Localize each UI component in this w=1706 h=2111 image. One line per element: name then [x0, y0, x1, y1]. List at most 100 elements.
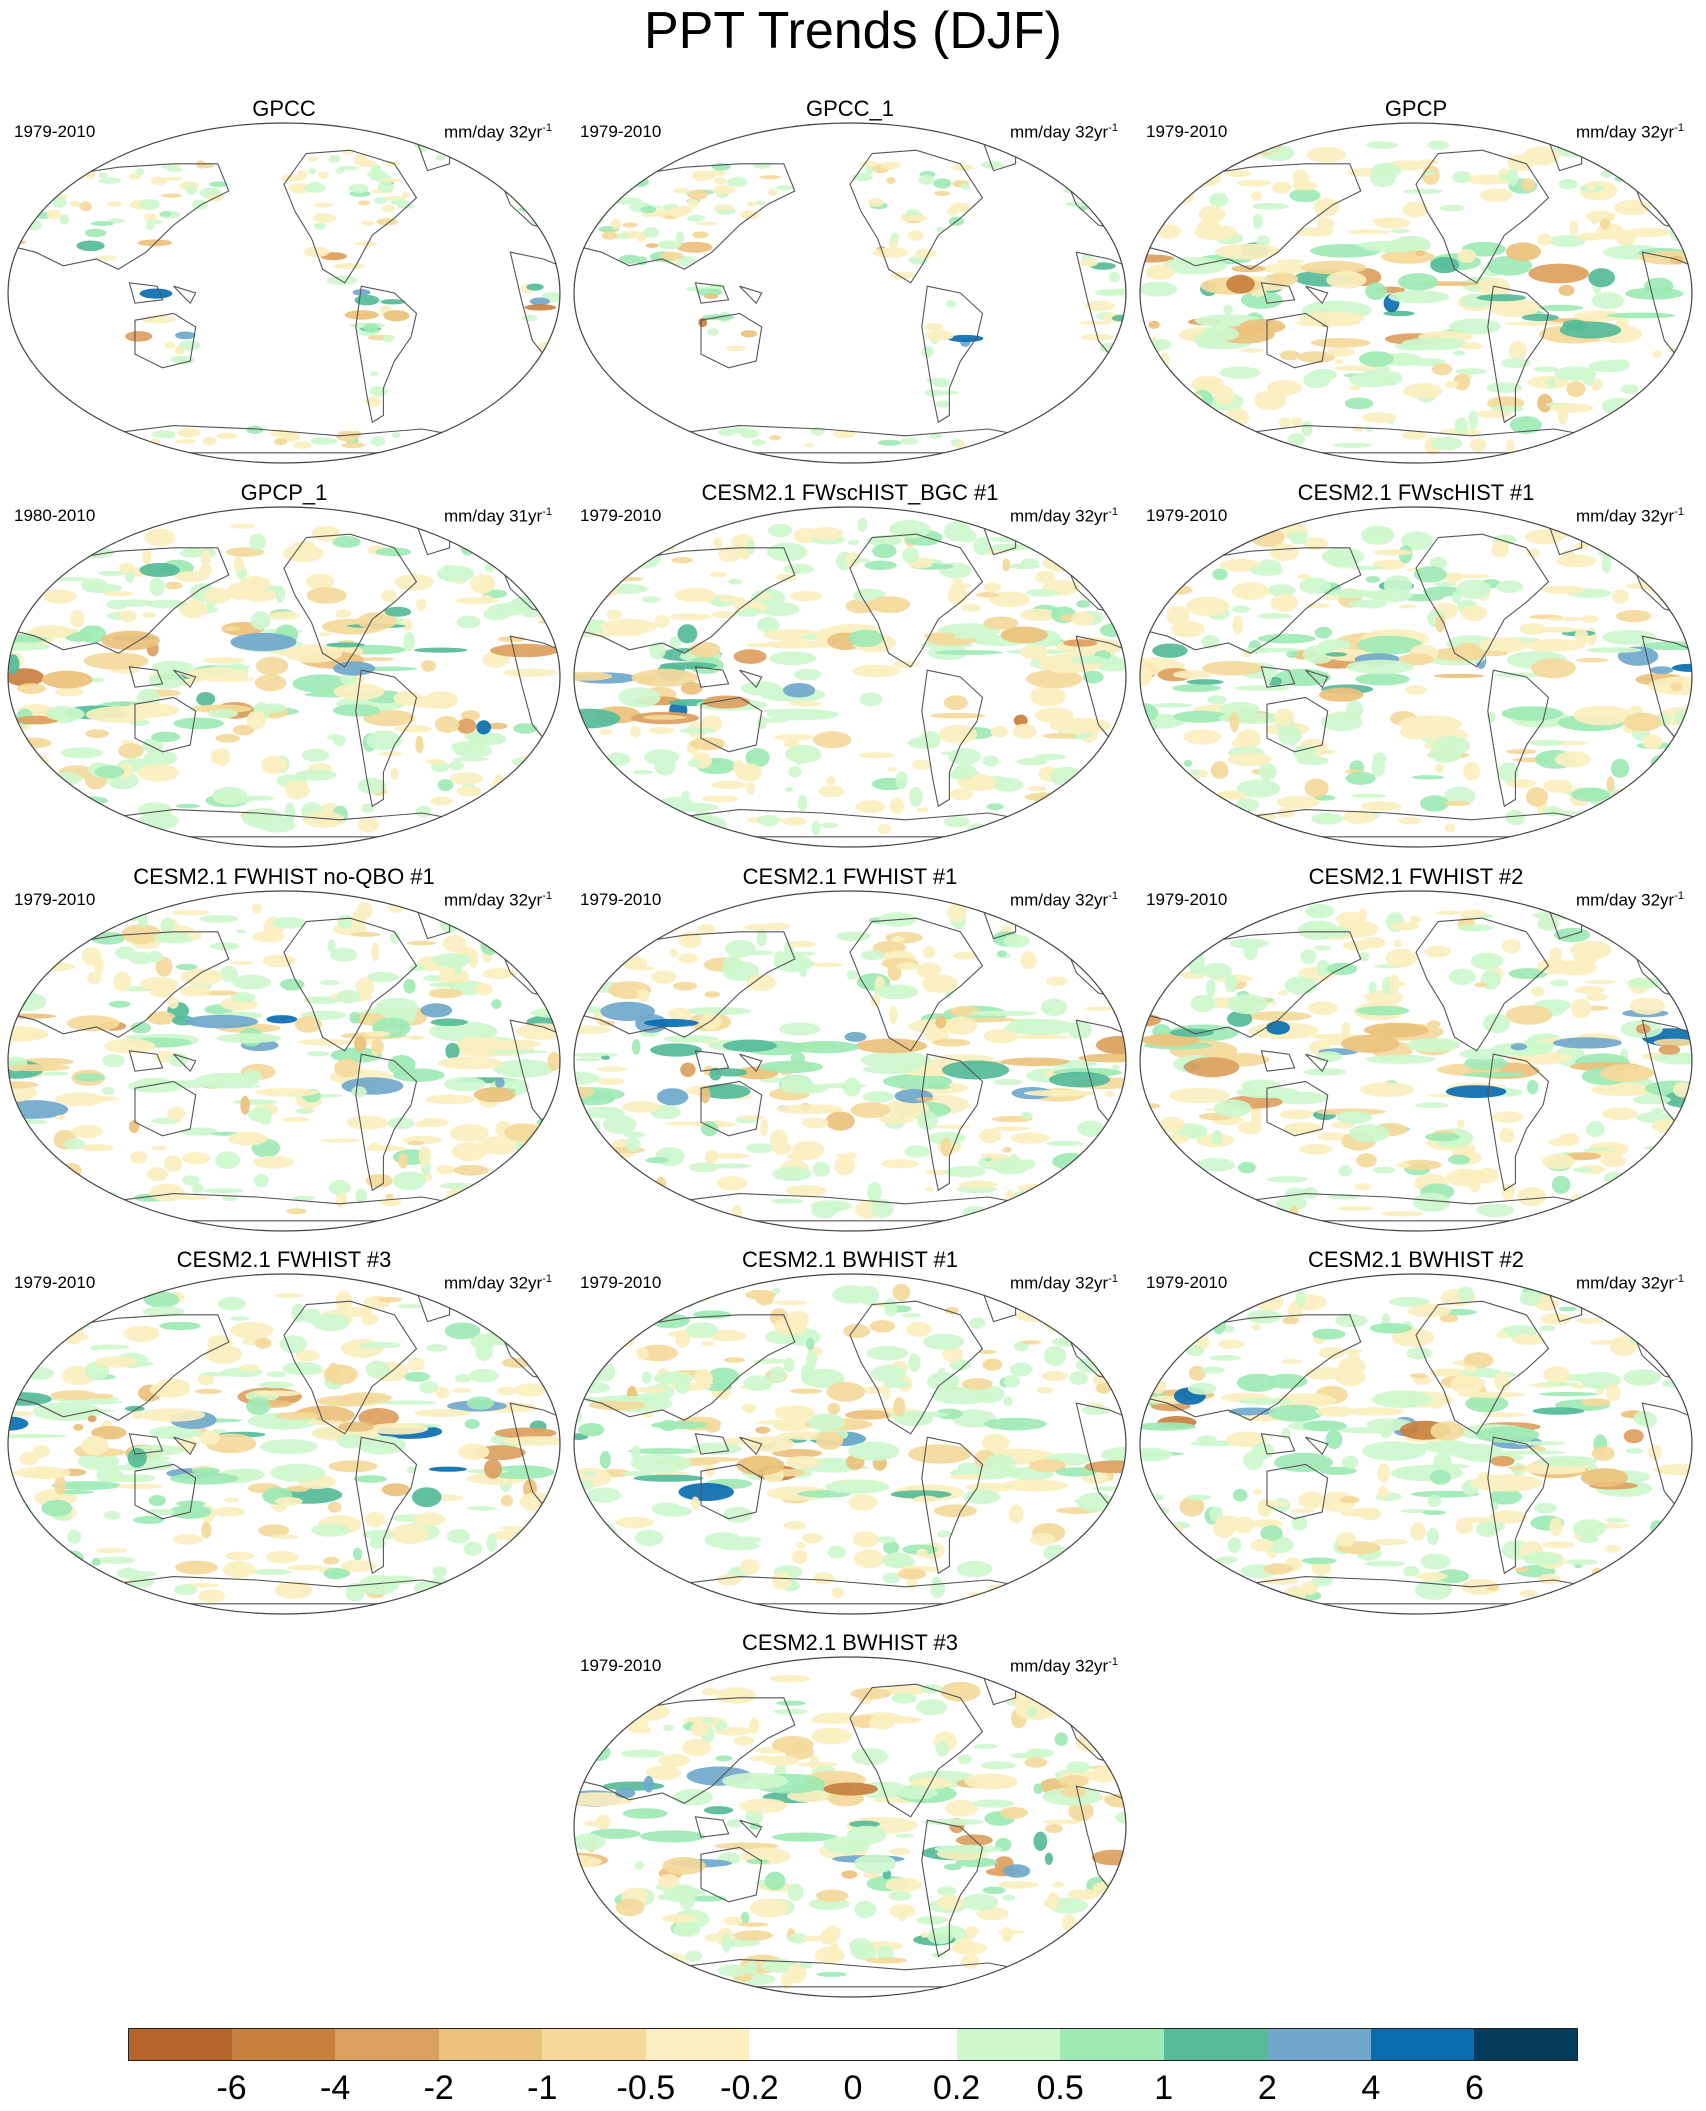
trend-blob: [319, 979, 340, 986]
trend-blob: [1113, 1755, 1126, 1770]
panel-title: CESM2.1 BWHIST #1: [742, 1247, 958, 1272]
trend-blob: [1021, 1956, 1049, 1963]
trend-blob: [357, 159, 377, 168]
trend-blob: [8, 760, 31, 772]
trend-blob: [678, 1483, 734, 1501]
map-border: [7, 1273, 561, 1615]
trend-blob: [849, 1820, 880, 1828]
trend-blob: [889, 797, 905, 815]
trend-blob: [1252, 1323, 1261, 1331]
trend-blob: [1429, 556, 1447, 570]
trend-blob: [1578, 1535, 1599, 1544]
trend-blob: [1620, 384, 1639, 394]
trend-blob: [34, 1581, 57, 1599]
trend-blob: [1357, 635, 1423, 655]
trend-blob: [240, 1095, 250, 1115]
trend-blob: [233, 556, 244, 572]
trend-blob: [1359, 351, 1394, 367]
trend-blob: [574, 1529, 585, 1542]
trend-blob: [222, 1561, 256, 1578]
trend-blob: [172, 1534, 204, 1545]
trend-blob: [453, 744, 493, 758]
trend-blob: [648, 726, 674, 734]
trend-blob: [645, 243, 659, 248]
trend-blob: [713, 177, 727, 185]
trend-blob: [247, 1107, 272, 1122]
trend-blob: [599, 729, 613, 735]
trend-blob: [46, 209, 61, 220]
trend-blob: [287, 184, 304, 190]
trend-blob: [787, 1963, 807, 1984]
trend-blob: [1287, 433, 1306, 446]
trend-blob: [1393, 939, 1403, 948]
trend-blob: [401, 191, 410, 199]
coastline: [1140, 163, 1362, 270]
trend-blob: [1338, 1357, 1366, 1377]
trend-blob: [1637, 421, 1678, 433]
trend-blob: [365, 1031, 391, 1037]
trend-blob: [1413, 566, 1447, 583]
trend-blob: [286, 1208, 307, 1215]
trend-blob: [267, 611, 301, 620]
trend-blob: [1600, 1064, 1654, 1083]
trend-blob: [460, 1584, 501, 1592]
trend-blob: [160, 917, 175, 935]
trend-blob: [326, 275, 358, 285]
trend-blob: [943, 695, 968, 711]
panel-title: CESM2.1 FWHIST #3: [176, 1247, 392, 1272]
trend-blob: [854, 1854, 897, 1874]
trend-blob: [1026, 816, 1064, 835]
trend-blob: [540, 182, 552, 192]
trend-blob: [625, 1137, 641, 1152]
trend-blob: [1427, 1020, 1441, 1029]
trend-blob: [763, 1755, 800, 1766]
trend-blob: [771, 1288, 781, 1295]
trend-blob: [758, 602, 800, 617]
trend-blob: [1675, 213, 1692, 220]
trend-blob: [390, 198, 408, 206]
trend-blob: [1239, 319, 1286, 334]
trend-blob: [1653, 1038, 1692, 1047]
trend-blob: [1266, 1020, 1290, 1035]
trend-blob: [789, 1388, 823, 1394]
trend-blob: [1573, 310, 1624, 322]
trend-blob: [1096, 1137, 1122, 1146]
trend-blob: [523, 774, 548, 788]
trend-blob: [574, 1086, 594, 1098]
trend-blob: [1674, 411, 1691, 422]
trend-blob: [501, 1039, 541, 1048]
trend-blob: [164, 1155, 183, 1172]
trend-blob: [1256, 235, 1270, 248]
trend-blob: [119, 1285, 134, 1298]
trend-blob: [1260, 1500, 1289, 1507]
trend-blob: [17, 787, 39, 794]
trend-blob: [1034, 707, 1074, 723]
coastline: [355, 1053, 418, 1192]
trend-blob: [349, 1011, 361, 1024]
trend-blob: [17, 683, 46, 694]
trend-blob: [1279, 1109, 1315, 1120]
trend-blob: [1061, 1786, 1086, 1798]
trend-blob: [782, 1405, 816, 1424]
trend-blob: [449, 1124, 490, 1142]
trend-blob: [66, 748, 93, 754]
trend-blob: [357, 612, 397, 630]
trend-blob: [981, 1433, 1010, 1453]
trend-blob: [599, 1330, 642, 1338]
trend-blob: [1398, 653, 1434, 666]
coastline: [694, 666, 730, 688]
trend-blob: [656, 1088, 689, 1106]
trend-blob: [1585, 1121, 1605, 1137]
trend-blob: [442, 935, 467, 952]
trend-blob: [365, 1173, 393, 1188]
trend-blob: [1489, 1488, 1522, 1505]
colorbar-segment: [128, 2028, 233, 2061]
trend-blob: [749, 1717, 760, 1734]
trend-blob: [1276, 259, 1305, 265]
trend-blob: [1427, 1464, 1471, 1469]
trend-blob: [23, 1367, 55, 1380]
trend-blob: [1655, 179, 1692, 186]
trend-blob: [1020, 644, 1048, 660]
trend-blob: [212, 1506, 245, 1517]
trend-blob: [1499, 1127, 1515, 1144]
